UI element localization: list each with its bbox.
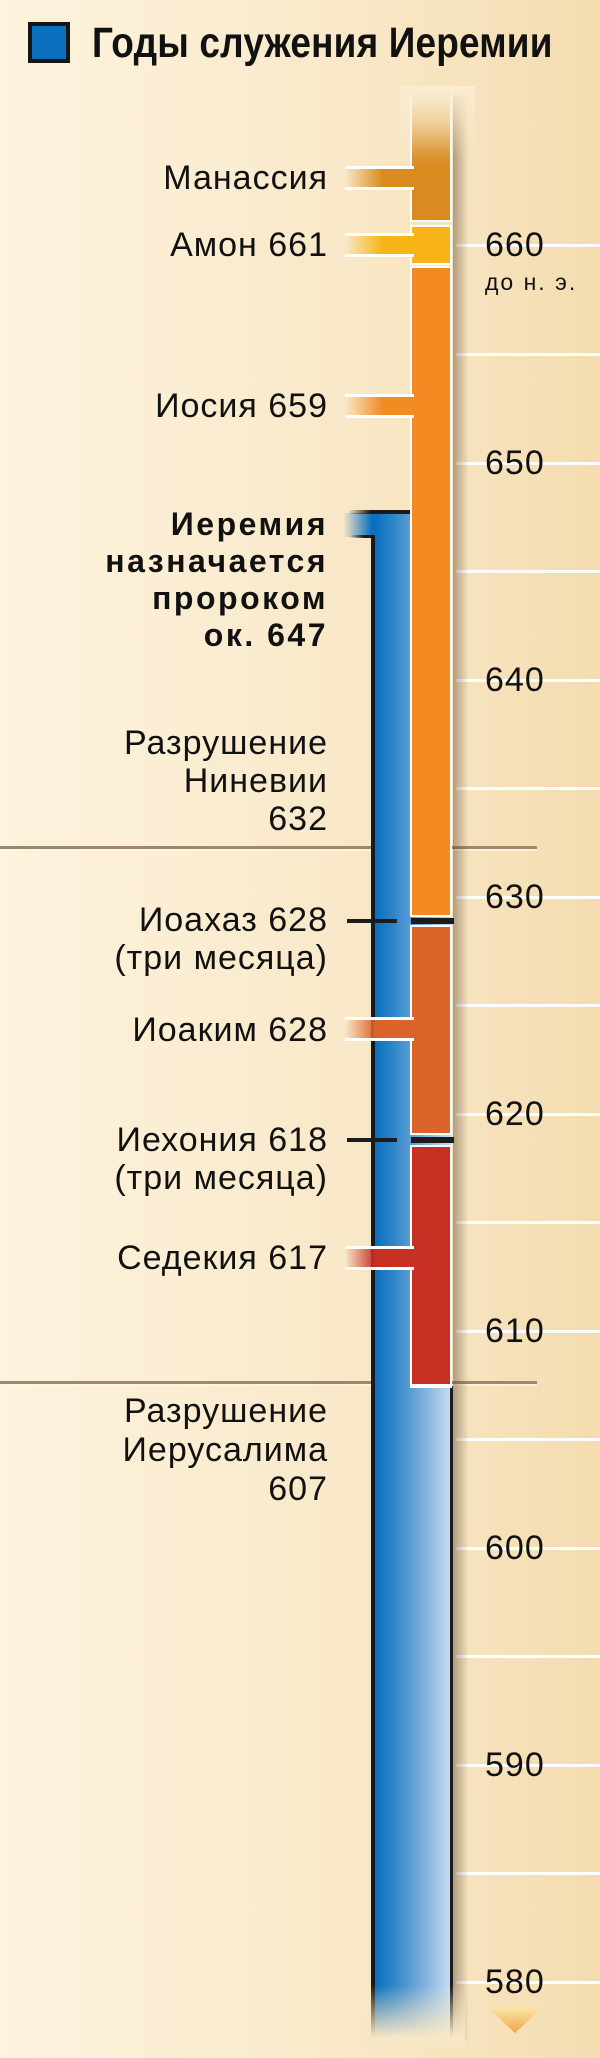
tick-minor-585	[456, 1872, 600, 1875]
page-title: Годы служения Иеремии	[92, 19, 553, 67]
marker-jehoiachin	[347, 1138, 397, 1142]
label-jehoiakim: Иоаким 628	[132, 1011, 328, 1049]
tick-label: 650	[485, 444, 545, 482]
label-line: Иехония 618	[116, 1121, 328, 1159]
bar-top-fade	[400, 86, 475, 156]
connector-jehoiakim	[345, 1017, 414, 1041]
tick-label: 620	[485, 1095, 545, 1133]
tick-580	[456, 1981, 600, 1984]
tick-610	[456, 1330, 600, 1333]
label-jeremiah-appointed: Иеремия назначается пророком ок. 647	[105, 506, 328, 654]
tick-650	[456, 462, 600, 465]
label-line: Разрушение	[123, 1392, 328, 1430]
jeremiah-bar-border	[371, 535, 375, 2040]
label-line: Иеремия	[170, 506, 328, 542]
connector-manasseh	[345, 166, 414, 190]
tick-640	[456, 679, 600, 682]
axis-shadow	[453, 95, 469, 2040]
tick-590	[456, 1764, 600, 1767]
reign-bar-josiah	[410, 266, 452, 917]
tick-minor-615	[456, 1221, 600, 1224]
label-manasseh: Манассия	[163, 159, 328, 197]
divider-jerusalem	[0, 1381, 537, 1384]
connector-zedekiah	[345, 1246, 414, 1270]
connector-josiah	[345, 394, 414, 418]
tick-600	[456, 1547, 600, 1550]
era-label: до н. э.	[485, 269, 578, 295]
jeremiah-bar-border	[450, 1386, 453, 2040]
bar-bottom-fade	[360, 1985, 465, 2047]
label-line: 632	[268, 800, 328, 838]
connector-amon	[345, 233, 414, 257]
tick-label: 640	[485, 661, 545, 699]
tick-label: 660	[485, 226, 545, 264]
marker-jehoiachin	[411, 1137, 454, 1143]
label-line: 607	[268, 1470, 328, 1508]
tick-label: 580	[485, 1963, 545, 2001]
tick-label: 630	[485, 878, 545, 916]
tick-minor-645	[456, 570, 600, 573]
tick-630	[456, 896, 600, 899]
tick-660	[456, 244, 600, 247]
label-line: Иерусалима	[122, 1431, 328, 1469]
label-jehoahaz: Иоахаз 628 (три месяца)	[114, 901, 328, 977]
marker-jehoahaz	[411, 918, 454, 924]
label-line: Разрушение	[123, 724, 328, 762]
label-jehoiachin: Иехония 618 (три месяца)	[114, 1121, 328, 1197]
label-nineveh-destruction: Разрушение Ниневии 632	[124, 724, 328, 838]
marker-jehoahaz	[347, 919, 397, 923]
legend-swatch-jeremiah	[28, 22, 70, 63]
reign-bar-amon	[410, 225, 452, 265]
label-line: ок. 647	[203, 617, 328, 653]
tick-minor-605	[456, 1438, 600, 1441]
tick-label: 610	[485, 1312, 545, 1350]
label-line: Иоахаз 628	[138, 901, 328, 939]
jeremiah-bar-border	[350, 535, 375, 538]
label-line: (три месяца)	[114, 939, 328, 977]
tick-minor-625	[456, 1004, 600, 1007]
divider-nineveh	[0, 846, 537, 849]
label-josiah: Иосия 659	[155, 387, 328, 425]
tick-minor-595	[456, 1655, 600, 1658]
label-line: назначается	[105, 543, 328, 579]
tick-label: 590	[485, 1746, 545, 1784]
jeremiah-bar-border	[348, 510, 412, 514]
tick-minor-635	[456, 787, 600, 790]
reign-bar-zedekiah	[410, 1145, 452, 1388]
jeremiah-bar-arm	[343, 513, 377, 537]
tick-620	[456, 1113, 600, 1116]
label-line: пророком	[152, 580, 328, 616]
label-amon: Амон 661	[170, 226, 328, 264]
timeline-continues-arrow-icon	[487, 2007, 543, 2033]
label-jerusalem-destruction: Разрушение Иерусалима 607	[122, 1392, 328, 1509]
label-zedekiah: Седекия 617	[117, 1239, 328, 1277]
label-line: (три месяца)	[114, 1159, 328, 1197]
tick-minor-655	[456, 353, 600, 356]
tick-label: 600	[485, 1529, 545, 1567]
reign-bar-jehoiakim	[410, 925, 452, 1135]
label-line: Ниневии	[183, 762, 328, 800]
